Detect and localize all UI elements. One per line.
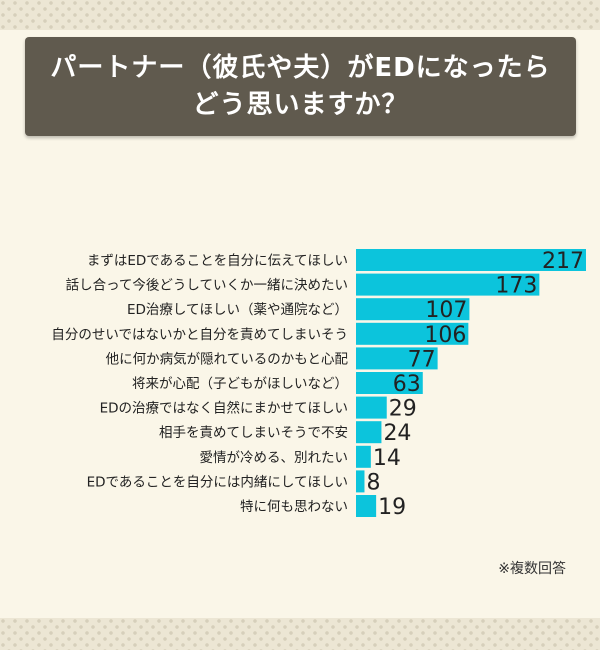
bar-10 <box>356 495 377 517</box>
value-label-0: 217 <box>542 249 584 274</box>
multiple-answers-note: ※複数回答 <box>498 561 566 577</box>
bar-1 <box>356 273 540 296</box>
bar-9 <box>356 470 365 493</box>
category-label-3: 自分のせいではないかと自分を責めてしまいそう <box>51 327 348 343</box>
category-label-0: まずはEDであることを自分に伝えてほしい <box>87 253 348 269</box>
category-label-6: EDの治療ではなく自然にまかせてほしい <box>100 400 348 417</box>
value-label-3: 106 <box>424 323 466 348</box>
category-label-5: 将来が心配（子どもがほしいなど） <box>132 376 348 392</box>
value-label-6: 29 <box>389 397 417 422</box>
value-label-4: 77 <box>408 347 436 372</box>
bar-2 <box>356 298 470 321</box>
bar-3 <box>356 322 469 345</box>
category-label-7: 相手を責めてしまいそうで不安 <box>159 425 348 441</box>
bottom-pattern-band <box>0 618 600 650</box>
value-label-10: 19 <box>378 495 406 520</box>
bar-5 <box>356 372 423 394</box>
bar-0 <box>356 249 586 271</box>
bar-6 <box>356 396 387 419</box>
value-label-8: 14 <box>373 446 401 471</box>
title-banner: パートナー（彼氏や夫）がEDになったら どう思いますか？ <box>25 37 576 136</box>
chart-title: パートナー（彼氏や夫）がEDになったら どう思いますか？ <box>50 52 551 120</box>
bar-8 <box>356 445 371 468</box>
category-label-10: 特に何も思わない <box>240 499 348 515</box>
value-label-1: 173 <box>495 274 537 299</box>
top-pattern-band <box>0 0 600 30</box>
value-label-9: 8 <box>366 470 380 495</box>
category-label-1: 話し合って今後どうしていくか一緒に決めたい <box>66 277 348 294</box>
category-label-9: EDであることを自分には内緒にしてほしい <box>87 474 348 490</box>
bar-4 <box>356 347 438 370</box>
value-label-5: 63 <box>393 372 421 397</box>
value-label-7: 24 <box>383 421 411 446</box>
bar-7 <box>356 421 382 444</box>
category-label-4: 他に何か病気が隠れているのかもと心配 <box>106 351 349 367</box>
category-label-8: 愛情が冷める、別れたい <box>200 450 349 466</box>
category-label-2: ED治療してほしい（薬や通院など） <box>127 301 348 318</box>
value-label-2: 107 <box>425 298 467 323</box>
